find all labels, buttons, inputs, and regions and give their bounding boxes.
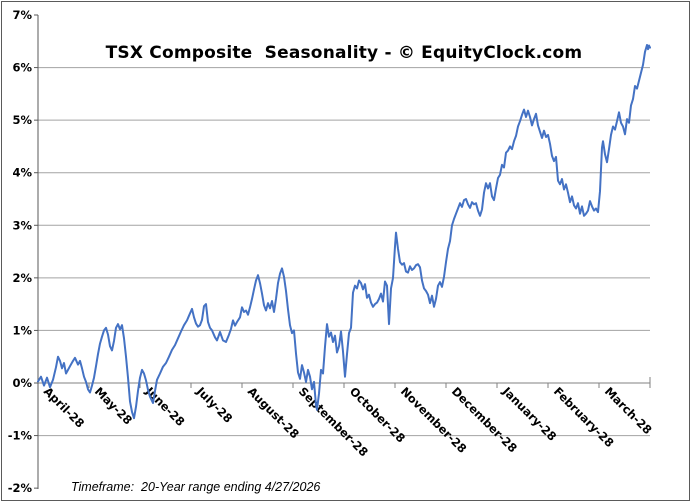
x-axis-label: March-28 (602, 384, 655, 437)
y-axis-label: 0% (12, 376, 32, 390)
y-axis-label: 6% (12, 61, 32, 75)
y-axis-label: 2% (12, 271, 32, 285)
y-axis-label: 1% (12, 323, 32, 337)
x-axis-label: April-28 (41, 384, 87, 430)
x-axis-label: August-28 (245, 384, 302, 441)
y-axis-label: 7% (12, 8, 32, 22)
y-axis-label: 3% (12, 218, 32, 232)
y-axis-label: -1% (8, 429, 33, 443)
y-axis-label: -2% (8, 481, 33, 495)
seasonality-line (37, 44, 651, 420)
y-axis-label: 5% (12, 113, 32, 127)
chart-title: TSX Composite Seasonality - © EquityCloc… (105, 43, 583, 63)
y-axis-label: 4% (12, 166, 32, 180)
timeframe-note: Timeframe: 20-Year range ending 4/27/202… (71, 480, 321, 494)
x-axis-label: July-28 (193, 384, 235, 426)
